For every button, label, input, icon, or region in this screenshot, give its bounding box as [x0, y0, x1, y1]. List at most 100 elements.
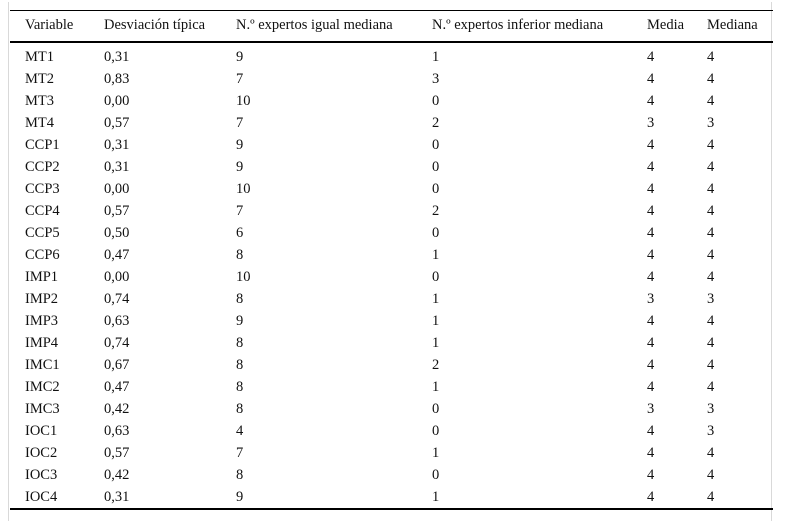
cell-variable: IMP3 [25, 312, 59, 329]
cell-media: 4 [647, 356, 655, 373]
cell-variable: CCP3 [25, 180, 60, 197]
cell-expertos-igual-mediana: 7 [236, 202, 244, 219]
cell-expertos-inferior-mediana: 1 [432, 290, 440, 307]
cell-media: 4 [647, 70, 655, 87]
cell-variable: IMP1 [25, 268, 59, 285]
table-row: IMC3 0,42 8 0 3 3 [10, 398, 773, 420]
cell-variable: IMP4 [25, 334, 59, 351]
cell-expertos-inferior-mediana: 2 [432, 114, 440, 131]
cell-mediana: 4 [707, 378, 715, 395]
cell-expertos-inferior-mediana: 1 [432, 334, 440, 351]
cell-mediana: 4 [707, 334, 715, 351]
cell-media: 4 [647, 268, 655, 285]
cell-expertos-inferior-mediana: 0 [432, 180, 440, 197]
cell-desviacion-tipica: 0,47 [104, 378, 130, 395]
cell-desviacion-tipica: 0,31 [104, 136, 130, 153]
figure-left-border [8, 2, 9, 521]
column-header-variable: Variable [25, 17, 74, 34]
cell-expertos-inferior-mediana: 0 [432, 268, 440, 285]
cell-media: 4 [647, 158, 655, 175]
cell-expertos-inferior-mediana: 1 [432, 444, 440, 461]
table-row: CCP5 0,50 6 0 4 4 [10, 222, 773, 244]
cell-desviacion-tipica: 0,42 [104, 400, 130, 417]
cell-variable: IMC2 [25, 378, 60, 395]
table-row: MT2 0,83 7 3 4 4 [10, 68, 773, 90]
cell-expertos-igual-mediana: 7 [236, 444, 244, 461]
cell-expertos-inferior-mediana: 3 [432, 70, 440, 87]
cell-mediana: 4 [707, 488, 715, 505]
cell-expertos-igual-mediana: 8 [236, 246, 244, 263]
column-header-mediana: Mediana [707, 17, 758, 34]
column-header-desviacion-tipica: Desviación típica [104, 17, 206, 34]
cell-expertos-igual-mediana: 9 [236, 48, 244, 65]
cell-mediana: 4 [707, 444, 715, 461]
cell-media: 4 [647, 224, 655, 241]
cell-mediana: 4 [707, 70, 715, 87]
cell-mediana: 4 [707, 180, 715, 197]
cell-variable: CCP4 [25, 202, 60, 219]
cell-expertos-igual-mediana: 10 [236, 180, 251, 197]
cell-media: 4 [647, 334, 655, 351]
cell-media: 4 [647, 202, 655, 219]
cell-expertos-inferior-mediana: 0 [432, 422, 440, 439]
cell-desviacion-tipica: 0,57 [104, 444, 130, 461]
cell-desviacion-tipica: 0,50 [104, 224, 130, 241]
cell-desviacion-tipica: 0,31 [104, 48, 130, 65]
cell-variable: IMC3 [25, 400, 60, 417]
cell-desviacion-tipica: 0,74 [104, 334, 130, 351]
table-row: IOC2 0,57 7 1 4 4 [10, 442, 773, 464]
column-header-media: Media [647, 17, 685, 34]
cell-desviacion-tipica: 0,00 [104, 92, 130, 109]
cell-expertos-igual-mediana: 9 [236, 488, 244, 505]
cell-expertos-igual-mediana: 8 [236, 466, 244, 483]
cell-desviacion-tipica: 0,31 [104, 158, 130, 175]
cell-media: 4 [647, 312, 655, 329]
cell-expertos-igual-mediana: 7 [236, 70, 244, 87]
cell-desviacion-tipica: 0,83 [104, 70, 130, 87]
cell-variable: IMC1 [25, 356, 60, 373]
cell-mediana: 4 [707, 158, 715, 175]
cell-mediana: 4 [707, 136, 715, 153]
cell-expertos-inferior-mediana: 1 [432, 48, 440, 65]
cell-expertos-igual-mediana: 10 [236, 92, 251, 109]
cell-desviacion-tipica: 0,42 [104, 466, 130, 483]
cell-media: 4 [647, 466, 655, 483]
cell-variable: CCP6 [25, 246, 60, 263]
cell-desviacion-tipica: 0,00 [104, 268, 130, 285]
cell-desviacion-tipica: 0,63 [104, 422, 130, 439]
cell-desviacion-tipica: 0,00 [104, 180, 130, 197]
cell-desviacion-tipica: 0,31 [104, 488, 130, 505]
cell-variable: IOC2 [25, 444, 58, 461]
cell-mediana: 3 [707, 290, 715, 307]
cell-media: 4 [647, 48, 655, 65]
cell-variable: MT3 [25, 92, 54, 109]
table-header: Variable Desviación típica N.º expertos … [10, 11, 773, 42]
cell-mediana: 4 [707, 268, 715, 285]
table-row: MT3 0,00 10 0 4 4 [10, 90, 773, 112]
cell-expertos-inferior-mediana: 2 [432, 356, 440, 373]
cell-media: 4 [647, 136, 655, 153]
cell-media: 4 [647, 422, 655, 439]
cell-expertos-inferior-mediana: 0 [432, 158, 440, 175]
cell-variable: CCP1 [25, 136, 60, 153]
cell-media: 3 [647, 290, 655, 307]
table-row: CCP6 0,47 8 1 4 4 [10, 244, 773, 266]
cell-expertos-inferior-mediana: 0 [432, 224, 440, 241]
table-row: IOC3 0,42 8 0 4 4 [10, 464, 773, 486]
cell-media: 4 [647, 488, 655, 505]
cell-mediana: 4 [707, 356, 715, 373]
column-header-expertos-inferior-mediana: N.º expertos inferior mediana [432, 17, 604, 34]
table-row: IOC1 0,63 4 0 4 3 [10, 420, 773, 442]
cell-variable: IOC1 [25, 422, 58, 439]
cell-mediana: 4 [707, 92, 715, 109]
cell-variable: MT4 [25, 114, 54, 131]
table-row: MT4 0,57 7 2 3 3 [10, 112, 773, 134]
cell-expertos-inferior-mediana: 0 [432, 136, 440, 153]
cell-desviacion-tipica: 0,63 [104, 312, 130, 329]
cell-expertos-igual-mediana: 8 [236, 400, 244, 417]
cell-expertos-igual-mediana: 10 [236, 268, 251, 285]
cell-desviacion-tipica: 0,57 [104, 114, 130, 131]
cell-media: 4 [647, 180, 655, 197]
cell-mediana: 4 [707, 246, 715, 263]
